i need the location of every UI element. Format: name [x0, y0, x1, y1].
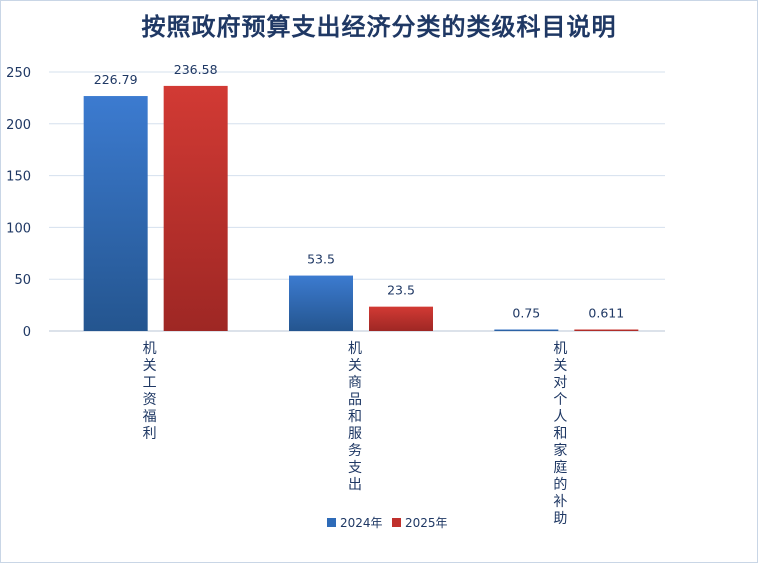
category-label: 机关对个人和家庭的补助: [553, 341, 567, 527]
category-label: 机关工资福利: [143, 341, 157, 442]
legend-swatch[interactable]: [327, 518, 336, 527]
y-tick-label: 50: [14, 273, 31, 288]
y-tick-label: 250: [6, 66, 31, 81]
bar: [83, 96, 148, 331]
y-tick-label: 100: [6, 221, 31, 236]
bar: [289, 275, 353, 331]
bar: [494, 329, 559, 331]
bar: [369, 306, 433, 331]
data-label: 236.58: [174, 62, 218, 77]
legend-label[interactable]: 2024年: [340, 516, 383, 530]
data-labels: 226.79 236.58 53.5 23.5 0.75 0.611: [94, 62, 624, 321]
bar: [163, 85, 228, 331]
category-label: 机关商品和服务支出: [348, 341, 362, 493]
bar: [574, 329, 639, 331]
chart-title: 按照政府预算支出经济分类的类级科目说明: [141, 12, 617, 41]
y-tick-label: 200: [6, 118, 31, 133]
legend[interactable]: 2024年 2025年: [327, 516, 448, 530]
y-axis: 0 50 100 150 200 250: [6, 66, 31, 340]
legend-swatch[interactable]: [392, 518, 401, 527]
bars: [83, 85, 639, 331]
data-label: 23.5: [387, 283, 415, 298]
data-label: 53.5: [307, 252, 335, 267]
y-tick-label: 150: [6, 170, 31, 185]
gridlines: [49, 71, 665, 332]
y-tick-label: 0: [23, 325, 31, 340]
x-axis: 机关工资福利 机关商品和服务支出 机关对个人和家庭的补助: [143, 341, 568, 527]
legend-label[interactable]: 2025年: [405, 516, 448, 530]
data-label: 0.611: [588, 306, 624, 321]
data-label: 0.75: [512, 306, 540, 321]
data-label: 226.79: [94, 72, 138, 87]
